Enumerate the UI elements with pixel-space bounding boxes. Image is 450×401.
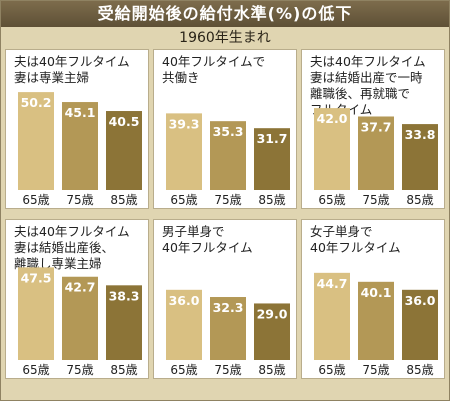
bar-6-1 [314,272,350,360]
panel-6-title: 女子単身で 40年フルタイム [310,224,401,255]
bar-value-2-2: 35.3 [213,124,244,139]
panel-5: 男子単身で 40年フルタイム 36.0 65歳 32.3 75歳 29.0 85歳 [153,219,297,379]
panel-2: 40年フルタイムで 共働き 39.3 65歳 35.3 75歳 31.7 85歳 [153,49,297,209]
panel-1-title: 夫は40年フルタイム 妻は専業主婦 [14,54,130,85]
bar-value-1-2: 45.1 [65,105,96,120]
bar-1-1 [18,92,54,190]
age-label-6-3: 85歳 [406,363,433,377]
bar-value-5-1: 36.0 [169,293,200,308]
bar-value-5-2: 32.3 [213,300,244,315]
age-label-5-1: 65歳 [170,363,197,377]
age-label-3-2: 75歳 [362,193,389,207]
bar-6-2 [358,281,394,360]
panel-3-title: 夫は40年フルタイム 妻は結婚出産で一時 離職後、再就職で フルタイム [310,54,426,117]
bar-2-3 [254,128,290,190]
bar-value-2-1: 39.3 [169,116,200,131]
bar-5-1 [166,289,202,360]
bar-3-2 [358,116,394,190]
age-label-4-3: 85歳 [110,363,137,377]
panel-1: 夫は40年フルタイム 妻は専業主婦 50.2 65歳 45.1 75歳 40.5 85歳 [5,49,149,209]
bar-value-5-3: 29.0 [257,306,288,321]
bar-value-3-2: 37.7 [361,119,392,134]
bar-value-1-3: 40.5 [109,114,140,129]
bar-value-6-1: 44.7 [317,276,348,291]
bar-5-2 [210,297,246,360]
panel-6: 女子単身で 40年フルタイム 44.7 65歳 40.1 75歳 36.0 85歳 [301,219,445,379]
chart-title: 受給開始後の給付水準(%)の低下 [1,1,449,27]
bar-value-4-3: 38.3 [109,288,140,303]
age-label-2-1: 65歳 [170,193,197,207]
age-label-4-2: 75歳 [66,363,93,377]
panel-4: 夫は40年フルタイム 妻は結婚出産後、 離職し専業主婦 47.5 65歳 42.7 7… [5,219,149,379]
age-label-5-3: 85歳 [258,363,285,377]
bar-value-3-1: 42.0 [317,111,348,126]
bar-1-2 [62,102,98,190]
age-label-1-2: 75歳 [66,193,93,207]
age-label-1-3: 85歳 [110,193,137,207]
panel-5-chart: 36.0 65歳 32.3 75歳 29.0 85歳 [166,289,290,377]
bar-4-3 [106,285,142,360]
bar-6-3 [402,289,438,360]
panel-2-chart: 39.3 65歳 35.3 75歳 31.7 85歳 [166,113,290,207]
panel-5-title: 男子単身で 40年フルタイム [162,224,253,255]
panel-3: 夫は40年フルタイム 妻は結婚出産で一時 離職後、再就職で フルタイム 42.0… [301,49,445,209]
age-label-3-3: 85歳 [406,193,433,207]
bar-3-3 [402,124,438,190]
bar-value-4-2: 42.7 [65,280,96,295]
panel-3-chart: 42.0 65歳 37.7 75歳 33.8 85歳 [314,108,438,207]
bar-value-6-3: 36.0 [405,293,436,308]
age-label-1-1: 65歳 [22,193,49,207]
age-label-6-2: 75歳 [362,363,389,377]
age-label-2-2: 75歳 [214,193,241,207]
age-label-4-1: 65歳 [22,363,49,377]
bar-value-1-1: 50.2 [21,95,52,110]
bar-5-3 [254,303,290,360]
bar-4-1 [18,267,54,360]
bar-1-3 [106,111,142,190]
bar-4-2 [62,276,98,360]
panel-2-title: 40年フルタイムで 共働き [162,54,266,85]
bar-value-3-3: 33.8 [405,127,436,142]
bar-2-1 [166,113,202,190]
bar-3-1 [314,108,350,190]
panel-1-chart: 50.2 65歳 45.1 75歳 40.5 85歳 [18,92,142,207]
age-label-2-3: 85歳 [258,193,285,207]
bar-value-2-3: 31.7 [257,131,288,146]
panel-6-chart: 44.7 65歳 40.1 75歳 36.0 85歳 [314,272,438,377]
panel-4-chart: 47.5 65歳 42.7 75歳 38.3 85歳 [18,267,142,377]
bar-value-6-2: 40.1 [361,285,392,300]
panel-4-title: 夫は40年フルタイム 妻は結婚出産後、 離職し専業主婦 [14,224,130,271]
bar-value-4-1: 47.5 [21,270,52,285]
age-label-5-2: 75歳 [214,363,241,377]
age-label-6-1: 65歳 [318,363,345,377]
age-label-3-1: 65歳 [318,193,345,207]
bar-2-2 [210,121,246,190]
chart-subtitle: 1960年生まれ [179,30,271,46]
